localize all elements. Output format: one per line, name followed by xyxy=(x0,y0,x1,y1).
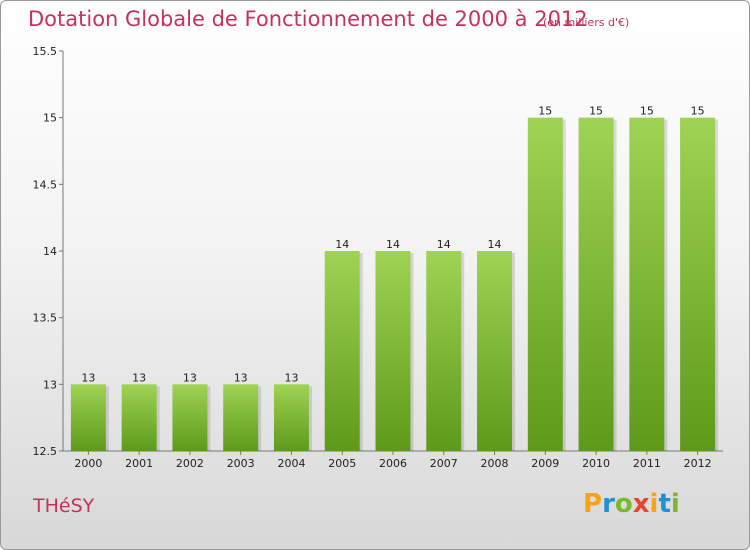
y-tick-label-1: 13 xyxy=(43,378,57,391)
x-tick-label-2004: 2004 xyxy=(277,457,305,470)
x-tick-label-2005: 2005 xyxy=(328,457,356,470)
city-name: THéSY xyxy=(33,495,95,517)
bar-2011 xyxy=(629,117,665,452)
y-tick-label-5: 15 xyxy=(43,112,57,125)
bar-value-label-2008: 14 xyxy=(488,238,502,251)
x-tick-label-2008: 2008 xyxy=(481,457,509,470)
bar-value-label-2009: 15 xyxy=(538,105,552,118)
bar-2001 xyxy=(121,384,157,451)
bar-value-label-2000: 13 xyxy=(81,371,95,384)
logo-letter: x xyxy=(632,489,650,519)
bars: 13 13 13 13 13 14 14 14 14 15 15 15 15 xyxy=(70,105,719,452)
bar-value-label-2007: 14 xyxy=(437,238,451,251)
x-tick-label-2009: 2009 xyxy=(531,457,559,470)
bar-value-label-2001: 13 xyxy=(132,371,146,384)
bar-2009 xyxy=(527,117,563,452)
bar-2003 xyxy=(223,384,259,451)
x-tick-label-2000: 2000 xyxy=(74,457,102,470)
y-tick-label-6: 15.5 xyxy=(33,45,58,58)
x-tick-label-2007: 2007 xyxy=(430,457,458,470)
x-tick-label-2006: 2006 xyxy=(379,457,407,470)
logo-letter: o xyxy=(614,489,633,519)
bar-2007 xyxy=(426,251,462,451)
bar-2000 xyxy=(70,384,106,451)
logo-letter: i xyxy=(649,489,659,519)
x-tick-label-2012: 2012 xyxy=(684,457,712,470)
bar-value-label-2010: 15 xyxy=(589,105,603,118)
bar-2002 xyxy=(172,384,208,451)
bar-2012 xyxy=(680,117,716,452)
bar-value-label-2002: 13 xyxy=(183,371,197,384)
bar-2010 xyxy=(578,117,614,452)
bar-2008 xyxy=(477,251,513,451)
y-tick-label-3: 14 xyxy=(43,245,57,258)
x-tick-label-2001: 2001 xyxy=(125,457,153,470)
logo-letter: t xyxy=(658,489,671,519)
x-tick-label-2010: 2010 xyxy=(582,457,610,470)
y-tick-label-2: 13.5 xyxy=(33,312,58,325)
bar-2005 xyxy=(324,251,360,451)
bar-value-label-2004: 13 xyxy=(284,371,298,384)
x-tick-label-2003: 2003 xyxy=(227,457,255,470)
logo-letter: i xyxy=(670,489,680,519)
bar-value-label-2003: 13 xyxy=(234,371,248,384)
logo-letter: r xyxy=(602,489,615,519)
axes: 12.5 13 13.5 14 14.5 15 15.5 2000 2001 2002 2003 20… xyxy=(33,45,723,470)
bar-value-label-2011: 15 xyxy=(640,105,654,118)
chart-title: Dotation Globale de Fonctionnement de 20… xyxy=(28,7,588,31)
y-tick-label-0: 12.5 xyxy=(33,445,58,458)
bar-2006 xyxy=(375,251,411,451)
bar-value-label-2012: 15 xyxy=(691,105,705,118)
bar-value-label-2006: 14 xyxy=(386,238,400,251)
x-tick-label-2002: 2002 xyxy=(176,457,204,470)
bar-value-label-2005: 14 xyxy=(335,238,349,251)
x-tick-label-2011: 2011 xyxy=(633,457,661,470)
proxiti-logo[interactable]: Proxiti xyxy=(583,489,680,519)
y-tick-label-4: 14.5 xyxy=(33,178,58,191)
bar-2004 xyxy=(273,384,309,451)
logo-letter: P xyxy=(583,489,603,519)
chart-subtitle: (en milliers d'€) xyxy=(543,16,630,29)
